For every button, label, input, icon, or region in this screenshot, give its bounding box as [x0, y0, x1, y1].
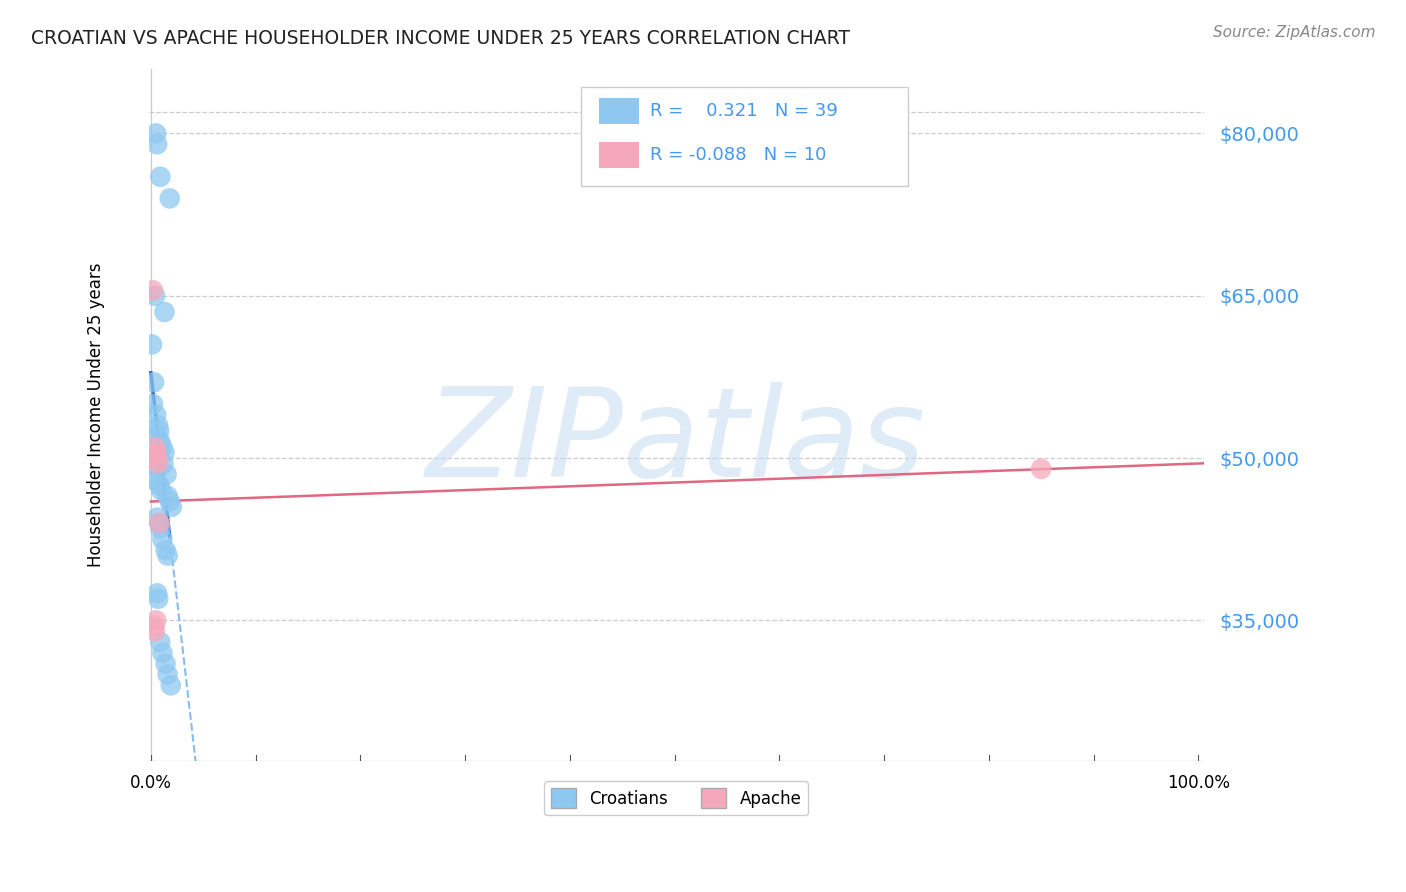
Point [156, 489, 179, 503]
Point [155, 543, 177, 558]
Point [143, 289, 166, 303]
Point [156, 549, 179, 563]
Point [153, 305, 176, 319]
Point [149, 635, 172, 649]
Legend: Croatians, Apache: Croatians, Apache [544, 781, 808, 815]
Point [149, 521, 172, 535]
Point [146, 586, 169, 600]
Point [141, 337, 163, 351]
Point [148, 424, 170, 438]
Text: R =    0.321   N = 39: R = 0.321 N = 39 [650, 103, 838, 120]
Point [155, 467, 177, 482]
Point [148, 462, 170, 476]
Point [143, 376, 166, 390]
Point [148, 478, 170, 492]
Point [159, 191, 181, 205]
Point [143, 624, 166, 639]
Point [1031, 462, 1053, 476]
Text: Householder Income Under 25 years: Householder Income Under 25 years [87, 262, 105, 567]
Point [148, 457, 170, 471]
Point [159, 494, 181, 508]
FancyBboxPatch shape [599, 98, 640, 124]
FancyBboxPatch shape [581, 87, 908, 186]
FancyBboxPatch shape [599, 142, 640, 168]
Point [153, 445, 176, 459]
Point [145, 445, 167, 459]
Point [146, 137, 169, 152]
Point [146, 451, 169, 466]
Text: R = -0.088   N = 10: R = -0.088 N = 10 [650, 146, 827, 164]
Point [160, 500, 183, 514]
Text: 0.0%: 0.0% [129, 774, 172, 792]
Text: Source: ZipAtlas.com: Source: ZipAtlas.com [1212, 25, 1375, 40]
Point [150, 483, 173, 498]
Point [152, 533, 174, 547]
Text: ZIPatlas: ZIPatlas [426, 382, 927, 503]
Point [149, 169, 172, 184]
Point [152, 440, 174, 454]
Point [149, 434, 172, 449]
Point [148, 591, 170, 606]
Point [148, 516, 170, 530]
Point [145, 614, 167, 628]
Point [146, 510, 169, 524]
Point [143, 619, 166, 633]
Point [148, 516, 170, 530]
Text: 100.0%: 100.0% [1167, 774, 1230, 792]
Point [143, 440, 166, 454]
Point [146, 429, 169, 443]
Point [155, 657, 177, 671]
Point [145, 127, 167, 141]
Point [143, 473, 166, 487]
Point [142, 284, 165, 298]
Point [148, 418, 170, 433]
Point [143, 451, 166, 466]
Text: CROATIAN VS APACHE HOUSEHOLDER INCOME UNDER 25 YEARS CORRELATION CHART: CROATIAN VS APACHE HOUSEHOLDER INCOME UN… [31, 29, 851, 47]
Point [142, 397, 165, 411]
Point [145, 408, 167, 422]
Point [156, 667, 179, 681]
Point [159, 678, 181, 692]
Point [152, 646, 174, 660]
Point [152, 457, 174, 471]
